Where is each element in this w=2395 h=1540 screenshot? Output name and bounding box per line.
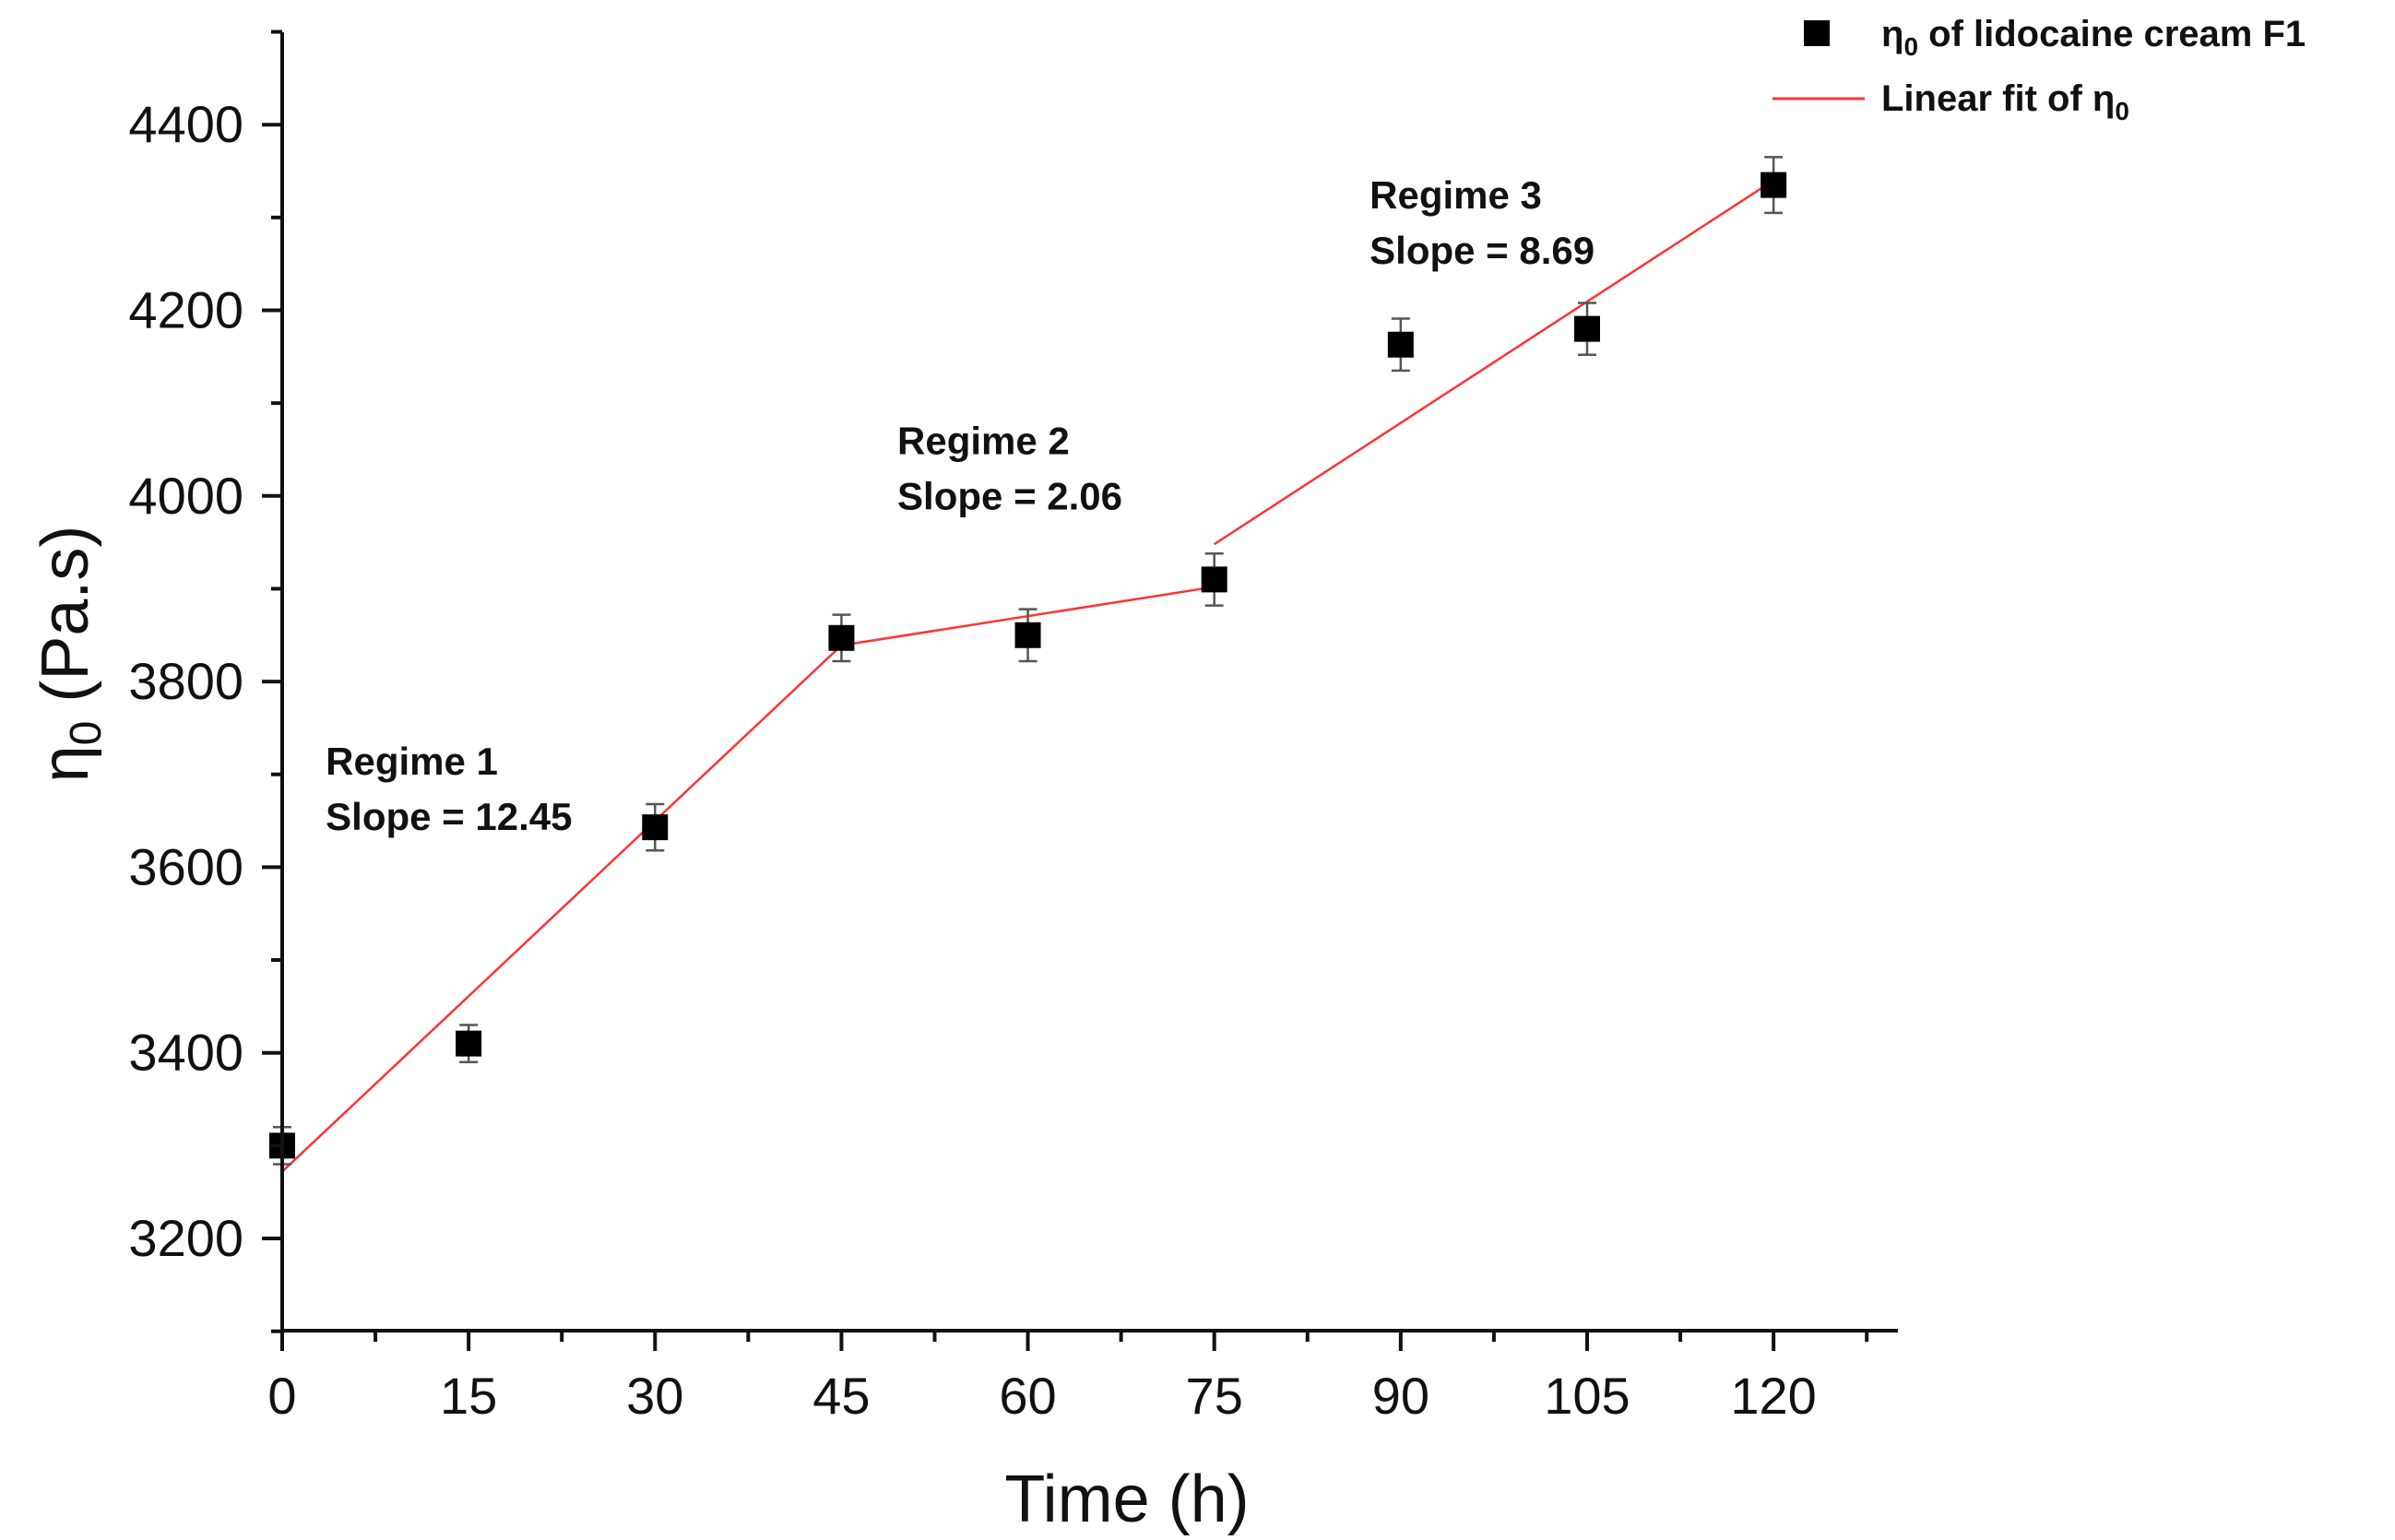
data-point [1761,172,1787,198]
x-tick-label: 75 [1186,1367,1243,1425]
y-tick-label: 4000 [128,467,243,525]
data-point [642,814,669,841]
fit-line-segment [1214,179,1774,546]
y-tick-label: 4400 [128,95,243,153]
axes [280,32,1898,1333]
data-point [1014,622,1041,648]
y-axis-title: η0 (Pa.s) [29,526,111,783]
fit-line-segment [281,644,843,1173]
x-tick-label: 0 [267,1367,296,1425]
annotation-text: Regime 3 [1369,173,1542,217]
data-points-layer [269,156,1787,1166]
y-tick-label: 4200 [128,281,243,339]
y-axis-title-unit: (Pa.s) [29,526,102,721]
fit-line-layer [281,179,1774,1173]
annotation-text: Regime 2 [897,420,1070,463]
y-tick-label: 3800 [128,652,243,710]
legend-label-points-symbol: η [1881,14,1903,54]
legend-label-points: η0 of lidocaine cream F1 [1881,14,2306,61]
x-tick-label: 90 [1372,1367,1429,1425]
data-point [828,624,855,651]
annotation-text: Slope = 12.45 [326,795,572,838]
y-axis-title-symbol: η [29,745,102,782]
legend-label-fit-subscript: 0 [2115,97,2129,125]
legend-label-fit: Linear fit of η0 [1881,78,2129,125]
x-tick-label: 60 [999,1367,1056,1425]
x-tick-label: 30 [626,1367,683,1425]
annotation-text: Regime 1 [326,740,498,783]
y-tick-label: 3600 [128,837,243,895]
data-point [1387,331,1414,358]
annotation-text: Slope = 2.06 [897,475,1122,518]
legend-label-points-rest: of lidocaine cream F1 [1918,14,2306,54]
y-tick-label: 3200 [128,1209,243,1267]
y-axis-title-subscript: 0 [62,721,111,746]
legend-label-fit-text: Linear fit of η [1881,78,2115,119]
data-point [1573,315,1600,342]
x-tick-label: 15 [440,1367,497,1425]
y-tick-label: 3400 [128,1024,243,1082]
ticks: 0 15 30 45 60 75 90 105 120 3200 3400 3600 3800 4000 4… [128,30,1869,1425]
x-tick-label: 105 [1544,1367,1630,1425]
annotation-text: Slope = 8.69 [1369,229,1595,272]
x-axis-title: Time (h) [1004,1463,1249,1536]
legend: η0 of lidocaine cream F1 Linear fit of η… [1773,14,2306,125]
data-point [1201,566,1227,593]
annotations: Regime 1 Slope = 12.45 Regime 2 Slope = 2.0… [326,173,1595,838]
x-tick-label: 120 [1730,1367,1816,1425]
legend-label-points-subscript: 0 [1903,32,1918,61]
x-tick-label: 45 [812,1367,870,1425]
data-point [456,1030,482,1057]
legend-marker-square [1804,20,1830,46]
